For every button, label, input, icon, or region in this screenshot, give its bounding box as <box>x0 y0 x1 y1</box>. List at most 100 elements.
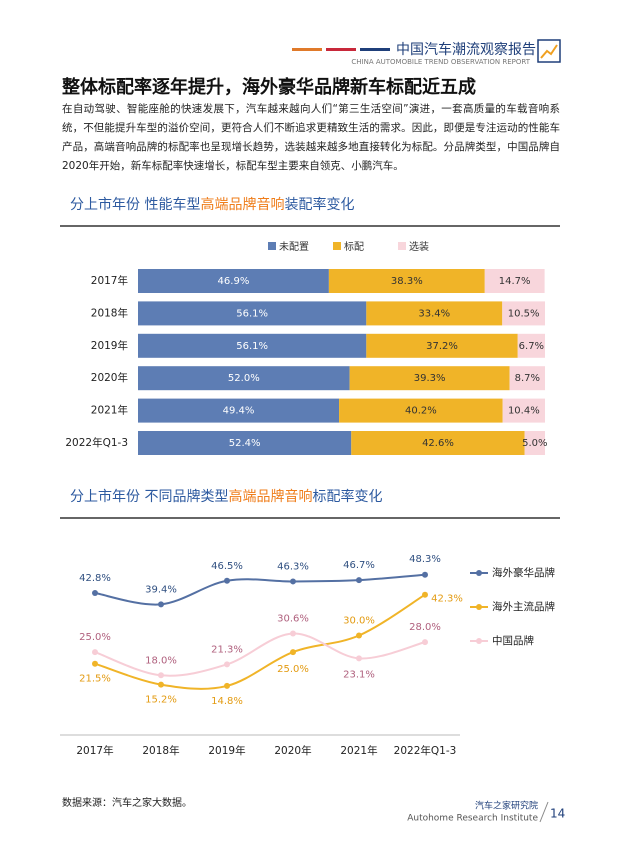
legend-label: 中国品牌 <box>492 634 534 647</box>
value-label: 18.0% <box>145 655 177 666</box>
bar-segment <box>138 333 367 358</box>
value-label: 56.1% <box>236 308 268 319</box>
line <box>94 593 426 690</box>
chart-title-part: 高端品牌音响 <box>228 488 312 505</box>
marker <box>422 591 428 598</box>
marker <box>422 571 428 578</box>
legend-swatch <box>268 242 276 250</box>
value-label: 52.4% <box>229 438 261 449</box>
chart-title-part: 分上市年份 性能车型 <box>70 196 200 213</box>
y-tick-label: 2022年Q1-3 <box>65 436 128 449</box>
value-label: 25.0% <box>277 664 309 675</box>
bar-segment <box>339 398 503 423</box>
value-label: 39.3% <box>414 373 446 384</box>
bar-segment <box>138 431 352 455</box>
value-label: 14.8% <box>211 696 243 707</box>
line <box>94 632 426 677</box>
org-name: 汽车之家研究院 <box>475 800 538 812</box>
bar-segment <box>138 301 367 326</box>
value-label: 28.0% <box>409 622 441 633</box>
marker <box>224 682 230 689</box>
marker <box>224 577 230 584</box>
marker <box>356 655 362 662</box>
value-label: 42.6% <box>422 438 454 449</box>
heading: 整体标配率逐年提升，海外豪华品牌新车标配近五成 <box>61 76 476 98</box>
marker <box>356 632 362 639</box>
legend-label: 海外主流品牌 <box>492 600 555 613</box>
header-bar <box>326 48 356 51</box>
y-tick-label: 2020年 <box>91 371 128 384</box>
legend-marker <box>476 570 482 576</box>
legend-marker <box>476 604 482 610</box>
marker <box>92 590 98 597</box>
value-label: 14.7% <box>499 276 531 287</box>
x-tick-label: 2022年Q1-3 <box>394 744 457 757</box>
value-label: 46.7% <box>343 560 375 571</box>
x-tick-label: 2017年 <box>76 744 113 757</box>
page-number: 14 <box>550 807 565 821</box>
value-label: 21.3% <box>211 644 243 655</box>
org-name-en: Autohome Research Institute <box>407 814 538 824</box>
bar-segment <box>328 269 485 293</box>
header-bar <box>292 48 322 51</box>
value-label: 42.8% <box>79 573 111 584</box>
value-label: 8.7% <box>515 373 540 384</box>
legend-label: 海外豪华品牌 <box>492 566 555 579</box>
legend-swatch <box>398 242 406 250</box>
bar-segment <box>366 333 518 358</box>
bar-segment <box>138 269 329 293</box>
x-tick-label: 2020年 <box>274 744 311 757</box>
bar-segment <box>349 366 510 391</box>
value-label: 46.3% <box>277 561 309 572</box>
header-bar <box>360 48 390 51</box>
value-label: 49.4% <box>223 406 255 417</box>
value-label: 33.4% <box>418 308 450 319</box>
value-label: 38.3% <box>391 276 423 287</box>
marker <box>290 649 296 656</box>
value-label: 6.7% <box>519 341 544 352</box>
value-label: 56.1% <box>236 341 268 352</box>
header-title: 中国汽车潮流观察报告 <box>396 41 536 58</box>
value-label: 5.0% <box>522 438 547 449</box>
marker <box>422 639 428 646</box>
value-label: 39.4% <box>145 584 177 595</box>
bar-segment <box>138 366 350 391</box>
marker <box>290 630 296 637</box>
marker <box>158 672 164 679</box>
x-tick-label: 2021年 <box>340 744 377 757</box>
marker <box>92 660 98 667</box>
value-label: 37.2% <box>426 341 458 352</box>
legend-swatch <box>333 242 341 250</box>
header-subtitle: CHINA AUTOMOBILE TREND OBSERVATION REPOR… <box>351 58 530 66</box>
legend-label: 选装 <box>409 240 429 253</box>
value-label: 23.1% <box>343 669 375 680</box>
value-label: 25.0% <box>79 632 111 643</box>
y-tick-label: 2019年 <box>91 339 128 352</box>
chart-title: 分上市年份 性能车型高端品牌音响装配率变化 <box>70 196 354 213</box>
x-tick-label: 2018年 <box>142 744 179 757</box>
chart-title-part: 高端品牌音响 <box>200 196 284 213</box>
legend-label: 标配 <box>344 241 364 253</box>
chart-title-part: 分上市年份 不同品牌类型 <box>70 488 228 505</box>
y-tick-label: 2018年 <box>91 306 128 319</box>
bar-segment <box>351 431 525 455</box>
value-label: 42.3% <box>431 594 463 605</box>
bar-segment <box>138 398 340 423</box>
bar-segment <box>502 301 545 326</box>
value-label: 21.5% <box>79 674 111 685</box>
bar-segment <box>484 269 545 293</box>
legend-label: 未配置 <box>279 241 309 253</box>
legend-marker <box>476 638 482 644</box>
value-label: 52.0% <box>228 373 260 384</box>
line <box>94 573 426 606</box>
value-label: 30.6% <box>277 614 309 625</box>
source-note: 数据来源：汽车之家大数据。 <box>62 796 192 809</box>
bar-segment <box>509 366 545 391</box>
marker <box>92 649 98 656</box>
x-tick-label: 2019年 <box>208 744 245 757</box>
value-label: 10.5% <box>508 308 540 319</box>
chart-title-part: 标配率变化 <box>312 488 382 505</box>
value-label: 30.0% <box>343 616 375 627</box>
value-label: 10.4% <box>508 406 540 417</box>
